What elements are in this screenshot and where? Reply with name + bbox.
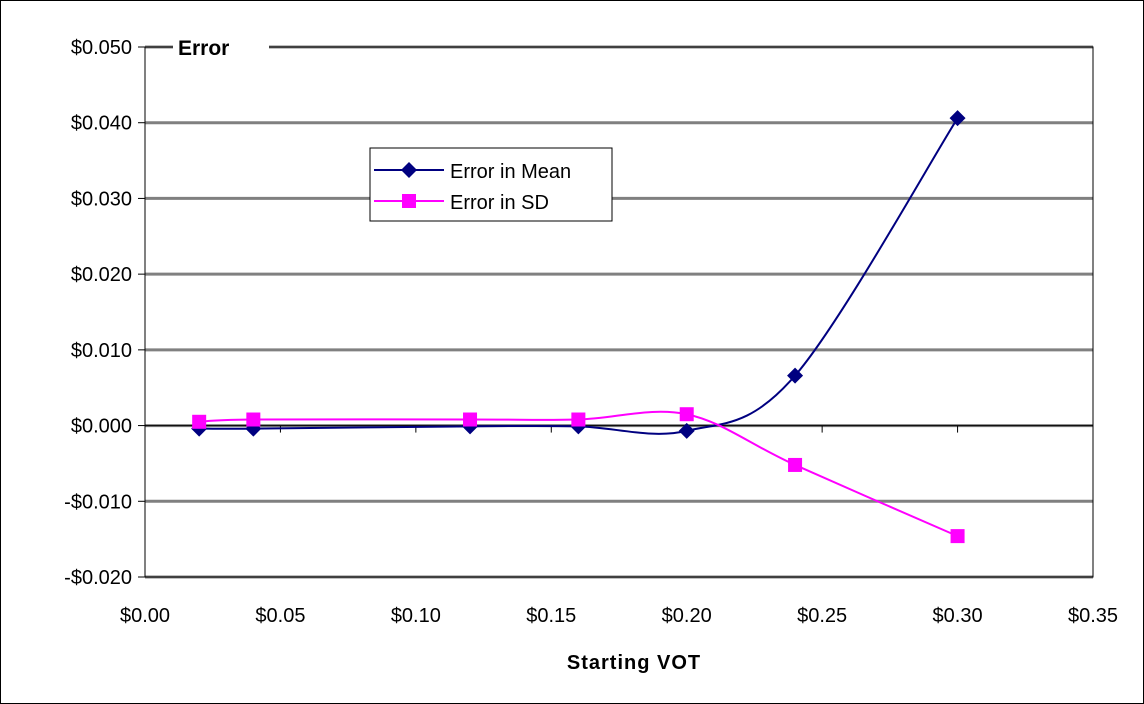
y-tick-label-0: -$0.020 — [64, 567, 132, 589]
series — [191, 110, 966, 544]
legend-label-error-in-sd: Error in SD — [450, 192, 549, 214]
x-tick-label-0: $0.00 — [120, 605, 170, 627]
y-tick-label-6: $0.040 — [71, 113, 132, 135]
legend-entry-error-in-sd: Error in SD — [374, 192, 549, 214]
legend-label-error-in-mean: Error in Mean — [450, 161, 571, 183]
data-point-error-in-sd-4 — [679, 407, 694, 422]
data-point-error-in-mean-5 — [787, 367, 804, 384]
y-tick-label-5: $0.030 — [71, 188, 132, 210]
data-point-error-in-sd-0 — [192, 414, 207, 429]
y-tick-labels: -$0.020 -$0.010 $0.000 $0.010 $0.020 $0.030 $0… — [64, 37, 132, 589]
legend-entry-error-in-mean: Error in Mean — [374, 161, 571, 183]
x-tick-label-5: $0.25 — [797, 605, 847, 627]
y-tick-label-3: $0.010 — [71, 340, 132, 362]
data-point-error-in-mean-6 — [949, 110, 966, 127]
x-tick-labels: $0.00 $0.05 $0.10 $0.15 $0.20 $0.25 $0.30 $0.35 — [120, 605, 1118, 627]
legend-box — [369, 147, 613, 222]
legend-marker-diamond-icon — [401, 162, 417, 178]
y-tick-label-4: $0.020 — [71, 264, 132, 286]
data-point-error-in-mean-4 — [678, 422, 695, 439]
series-error-in-sd — [192, 407, 965, 544]
series-line-error-in-mean — [199, 117, 959, 435]
chart-title: Error — [178, 37, 229, 60]
chart-title-background — [173, 33, 269, 61]
data-point-error-in-sd-2 — [463, 412, 478, 427]
y-tick-label-1: -$0.010 — [64, 491, 132, 513]
y-tick-label-7: $0.050 — [71, 37, 132, 59]
data-point-error-in-sd-5 — [788, 457, 803, 472]
x-tick-label-1: $0.05 — [255, 605, 305, 627]
data-point-error-in-sd-3 — [571, 412, 586, 427]
x-tick-label-4: $0.20 — [662, 605, 712, 627]
data-point-error-in-sd-6 — [950, 529, 965, 544]
data-point-error-in-sd-1 — [246, 412, 261, 427]
x-axis-label: Starting VOT — [567, 652, 701, 674]
y-tick-label-2: $0.000 — [71, 416, 132, 438]
legend: Error in Mean Error in SD — [369, 147, 613, 222]
x-tick-label-6: $0.30 — [933, 605, 983, 627]
x-tick-label-2: $0.10 — [391, 605, 441, 627]
plot-area-border — [144, 46, 1094, 578]
x-tick-label-7: $0.35 — [1068, 605, 1118, 627]
legend-marker-square-icon — [402, 194, 416, 208]
x-tick-label-3: $0.15 — [526, 605, 576, 627]
